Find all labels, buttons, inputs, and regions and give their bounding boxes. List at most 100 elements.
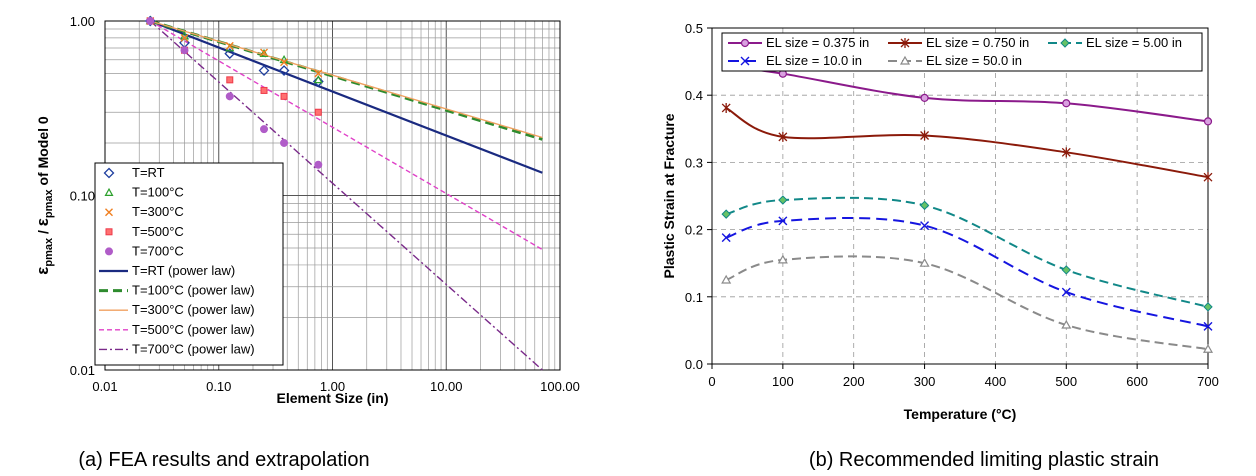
- series-line: [725, 107, 1209, 179]
- data-point: [1203, 172, 1213, 183]
- data-point: [778, 216, 788, 226]
- caption-b: (b) Recommended limiting plastic strain: [809, 449, 1159, 471]
- data-point: [721, 233, 731, 243]
- data-point: [312, 76, 324, 87]
- data-point: [778, 131, 788, 142]
- fit-line: [149, 20, 543, 371]
- data-point: [1062, 99, 1071, 108]
- y-axis-label-part: /: [35, 226, 51, 238]
- legend-marker: [740, 38, 750, 48]
- y-tick-label-b: 0.2: [685, 223, 703, 238]
- legend-marker: [105, 247, 113, 256]
- x-tick-label-b: 700: [1197, 374, 1219, 389]
- data-point: [225, 92, 234, 101]
- legend-label: T=500°C: [132, 224, 184, 239]
- legend-label: T=100°C (power law): [132, 283, 255, 298]
- legend-label: T=300°C (power law): [132, 302, 255, 317]
- data-point: [1202, 344, 1214, 353]
- data-point: [777, 254, 788, 264]
- data-point: [1061, 319, 1072, 329]
- data-point: [919, 200, 930, 211]
- data-point: [260, 86, 268, 94]
- x-axis-label-b: Temperature (°C): [904, 406, 1017, 422]
- legend-marker: [899, 55, 911, 65]
- legend-label: EL size = 10.0 in: [766, 53, 862, 68]
- data-point: [1203, 321, 1213, 331]
- y-tick-label-a: 1.00: [70, 14, 95, 29]
- fit-line: [149, 20, 543, 251]
- y-tick-label-b: 0.5: [685, 21, 703, 36]
- plot-area-b: [711, 27, 1209, 365]
- data-point: [314, 69, 323, 78]
- y-tick-label-b: 0.4: [685, 88, 703, 103]
- data-point: [280, 138, 289, 147]
- legend-label: T=RT (power law): [132, 263, 235, 278]
- x-tick-label-a: 0.01: [92, 379, 117, 394]
- data-point: [1061, 287, 1071, 297]
- data-point: [146, 17, 155, 25]
- series-line: [726, 65, 1209, 123]
- x-tick-label-b: 200: [843, 374, 865, 389]
- fit-line: [150, 20, 543, 139]
- data-point: [1061, 265, 1071, 275]
- data-point: [280, 58, 289, 67]
- data-point: [920, 93, 929, 102]
- legend-b: [721, 32, 1203, 72]
- legend-marker: [105, 208, 113, 217]
- legend-label: T=RT: [132, 165, 165, 180]
- y-tick-label-b: 0.3: [685, 155, 703, 170]
- y-tick-label-b: 0.0: [685, 357, 703, 372]
- legend-marker: [740, 56, 750, 66]
- y-tick-label-b: 0.1: [685, 290, 703, 305]
- data-point: [721, 274, 732, 284]
- data-point: [280, 92, 288, 100]
- x-tick-label-a: 1.00: [320, 379, 345, 394]
- data-point: [1061, 147, 1071, 158]
- data-point: [258, 65, 270, 76]
- data-point: [721, 102, 731, 113]
- series-line: [725, 255, 1209, 351]
- x-tick-label-a: 0.10: [206, 379, 231, 394]
- x-tick-label-b: 300: [914, 374, 936, 389]
- data-point: [313, 75, 323, 84]
- data-point: [278, 65, 290, 76]
- legend-label: EL size = 0.750 in: [926, 35, 1029, 50]
- y-axis-label-a: εpmax / εpmax of Model 0: [33, 116, 55, 275]
- legend-label: EL size = 50.0 in: [926, 53, 1022, 68]
- legend-label: T=700°C (power law): [132, 341, 255, 356]
- x-tick-label-b: 100: [772, 374, 794, 389]
- data-point: [314, 108, 322, 116]
- y-axis-label-part: of Model 0: [35, 116, 51, 189]
- legend-marker: [105, 228, 113, 236]
- x-tick-label-b: 500: [1055, 374, 1077, 389]
- data-point: [260, 125, 269, 134]
- x-tick-label-b: 600: [1126, 374, 1148, 389]
- x-tick-label-a: 100.00: [540, 379, 580, 394]
- data-point: [721, 209, 731, 219]
- y-tick-label-a: 0.10: [70, 189, 95, 204]
- legend-label: T=300°C: [132, 204, 184, 219]
- data-point: [919, 257, 930, 267]
- data-point: [1203, 302, 1213, 312]
- x-tick-label-b: 400: [985, 374, 1007, 389]
- data-point: [920, 130, 930, 141]
- data-point: [180, 46, 189, 55]
- data-point: [226, 76, 234, 84]
- x-tick-label-b: 0: [708, 374, 715, 389]
- y-axis-label-part: pmax: [43, 189, 55, 219]
- legend-label: T=700°C: [132, 243, 184, 258]
- y-axis-label-part: pmax: [43, 237, 55, 267]
- data-point: [260, 48, 269, 57]
- legend-marker: [103, 167, 115, 179]
- chart-b: 0 100 200 300 400 500 600 700 0.0 0.1 0.2 0.3 0.4 0.5…: [661, 21, 1219, 422]
- x-tick-label-a: 10.00: [430, 379, 463, 394]
- x-axis-label-a: Element Size (in): [276, 390, 388, 406]
- data-point: [225, 41, 234, 50]
- legend-marker: [900, 38, 910, 48]
- fit-line: [149, 19, 543, 141]
- y-axis-label-b: Plastic Strain at Fracture: [661, 113, 677, 278]
- y-axis-label-part: ε: [33, 267, 52, 275]
- y-axis-label-part: ε: [33, 218, 52, 226]
- data-point: [1203, 117, 1213, 126]
